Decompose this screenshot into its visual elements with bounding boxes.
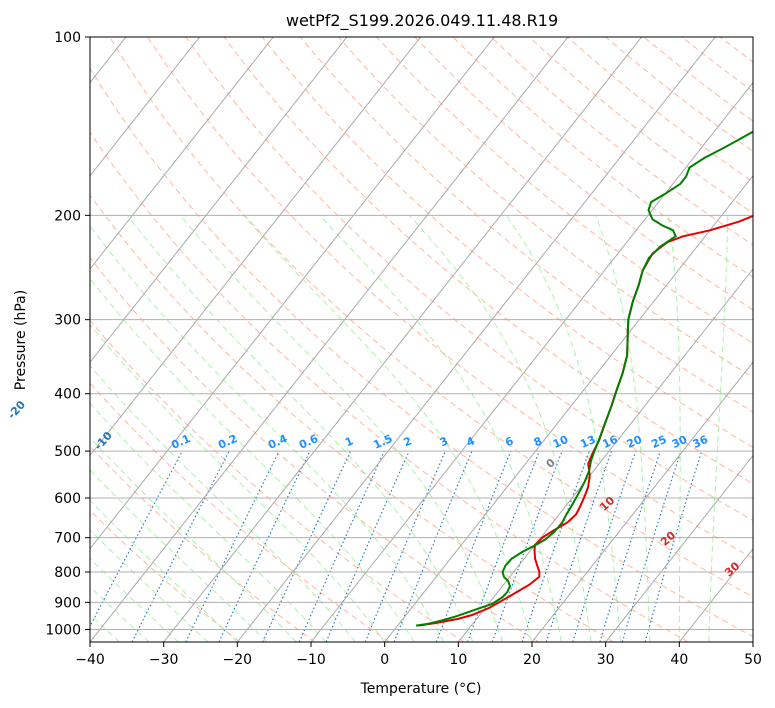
x-tick-label: 10	[449, 652, 467, 668]
moist-adiabat-line	[90, 469, 268, 642]
mixing-ratio-label: 36	[691, 433, 711, 451]
moist-adiabat-line	[708, 215, 729, 642]
moist-adiabat-line	[127, 214, 474, 642]
y-tick-label: 100	[54, 30, 81, 46]
plot-frame	[89, 36, 754, 643]
x-tick-label: 0	[380, 652, 389, 668]
moist-adiabat-line	[668, 215, 681, 642]
isotherm-line	[90, 37, 422, 457]
y-tick-label: 600	[54, 491, 81, 507]
isotherm-line	[90, 37, 274, 270]
moist-adiabat-line	[90, 499, 238, 642]
y-tick-label: 700	[54, 531, 81, 547]
y-tick-label: 900	[54, 595, 81, 611]
x-tick-label: −30	[149, 652, 179, 668]
isotherm-line	[236, 37, 716, 642]
x-axis: −40 −30 −20 −10 0 10 20 30 40 50	[75, 642, 762, 668]
y-tick-label: 800	[54, 565, 81, 581]
dry-adiabat-line	[90, 319, 465, 642]
mixing-ratio-label: 30	[670, 433, 690, 451]
moist-adiabat-line	[243, 214, 533, 642]
isotherm-line	[90, 37, 348, 364]
y-axis-label: Pressure (hPa)	[13, 290, 29, 390]
moist-adiabat-line	[90, 277, 415, 642]
isotherm-line	[163, 37, 643, 642]
plot-area: -100-90-80-70-60-50-40-30-20-100.10.20.4…	[5, 36, 754, 643]
y-tick-label: 200	[54, 208, 81, 224]
moist-adiabat-line	[90, 365, 356, 642]
mixing-ratio-line	[599, 450, 661, 642]
dry-adiabat-line	[90, 67, 753, 638]
mixing-ratio-line	[298, 450, 385, 642]
moist-adiabat-line	[180, 214, 503, 642]
moist-adiabat-line	[90, 224, 445, 642]
moist-adiabat-line	[90, 529, 209, 642]
dry-adiabat-line	[90, 194, 614, 642]
y-tick-label: 500	[54, 444, 81, 460]
y-tick-label: 1000	[45, 622, 81, 638]
isotherm-line	[531, 361, 753, 642]
dewpoint-line	[415, 130, 753, 627]
x-tick-label: 30	[597, 652, 615, 668]
isotherm-line	[90, 37, 569, 642]
isotherm-line	[384, 174, 753, 642]
background-lines	[90, 37, 753, 642]
mixing-ratio-line	[325, 450, 410, 642]
mixing-ratio-label: 25	[649, 433, 668, 451]
mixing-ratio-label: 13	[578, 433, 597, 451]
dry-adiabat-line	[109, 37, 753, 598]
mixing-ratio-line	[466, 450, 540, 642]
mixing-ratio-line	[521, 450, 590, 642]
y-tick-label: 400	[54, 387, 81, 403]
isotherm-line	[310, 81, 753, 642]
mixing-ratio-label: 10	[551, 433, 571, 451]
mixing-ratio-line	[572, 450, 637, 642]
isotherm-line	[605, 454, 753, 642]
x-tick-label: −20	[223, 652, 253, 668]
dry-adiabat-line	[261, 37, 753, 448]
chart-title: wetPf2_S199.2026.049.11.48.R19	[286, 11, 558, 31]
dry-adiabat-line	[90, 382, 390, 642]
dry-adiabat-line	[376, 37, 753, 344]
dry-adiabat-line	[90, 445, 315, 642]
y-tick-label: 300	[54, 313, 81, 329]
x-axis-label: Temperature (°C)	[360, 681, 482, 697]
moist-adiabat-line	[90, 402, 327, 642]
dry-adiabat-line	[414, 37, 753, 311]
dry-adiabat-line	[185, 37, 753, 522]
x-tick-label: 20	[523, 652, 541, 668]
moist-adiabat-line	[595, 215, 651, 642]
mixing-ratio-line	[491, 450, 563, 642]
mixing-ratio-line	[621, 450, 682, 642]
moist-adiabat-line	[90, 585, 150, 642]
mixing-ratio-line	[90, 450, 183, 628]
isotherm-line	[90, 37, 495, 550]
moist-adiabat-line	[319, 214, 562, 642]
y-axis: 100 200 300 400 500 600 700 800 900 1000	[45, 30, 90, 638]
moist-adiabat-line	[90, 557, 179, 642]
mixing-ratio-line	[545, 450, 613, 642]
mixing-ratio-line	[185, 450, 280, 642]
dry-adiabat-line	[90, 257, 540, 642]
x-tick-label: −40	[75, 652, 105, 668]
mixing-ratio-label: 20	[625, 433, 645, 451]
mixing-ratio-label: 16	[600, 433, 620, 451]
dry-adiabat-line	[90, 131, 689, 642]
moist-adiabat-line	[90, 436, 297, 642]
isotherm-line	[90, 37, 201, 177]
dry-adiabat-line	[147, 37, 753, 559]
x-tick-label: 50	[744, 652, 762, 668]
moist-adiabat-line	[505, 215, 621, 642]
mixing-ratio-line	[364, 450, 446, 642]
profile-lines	[415, 130, 753, 627]
dry-adiabat-line	[223, 37, 753, 485]
x-tick-label: 40	[670, 652, 688, 668]
x-tick-label: −10	[296, 652, 326, 668]
